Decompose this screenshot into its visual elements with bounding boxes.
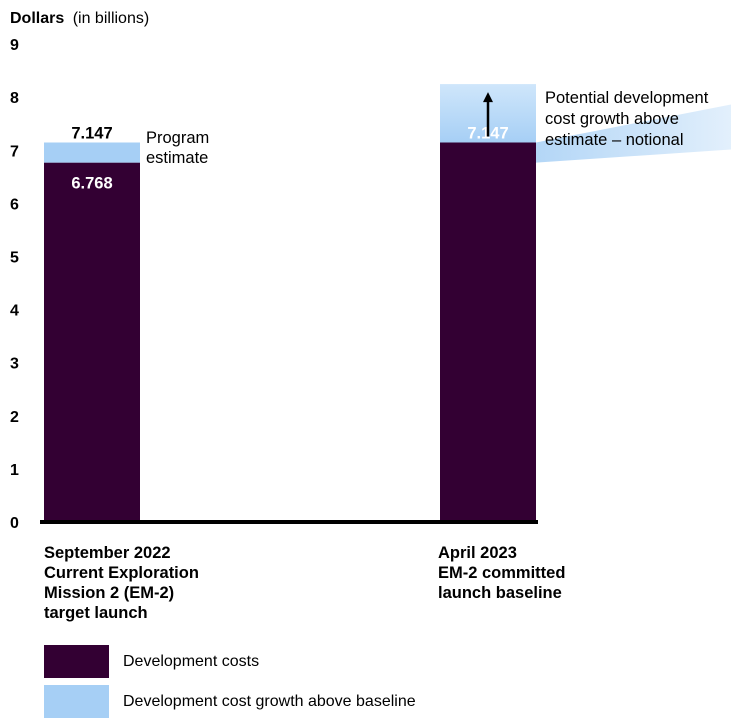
annotation-potential-growth-line-0: Potential development (545, 89, 709, 107)
y-tick-label-6: 6 (10, 196, 19, 213)
y-axis-label: Dollars (10, 10, 64, 27)
bar-development-costs-0 (44, 162, 140, 522)
y-axis-ticks: 0 1 2 3 4 5 6 7 8 9 (10, 37, 19, 532)
y-tick-label-0: 0 (10, 515, 19, 532)
category-label-line: EM-2 committed (438, 564, 566, 582)
legend-swatch-cost-growth (44, 685, 109, 718)
category-label-september-2022: September 2022 Current Exploration Mission… (44, 543, 199, 623)
legend-item-development-costs: Development costs (44, 645, 259, 678)
data-label-bar1-total: 7.147 (71, 124, 112, 142)
y-axis-unit: (in billions) (73, 10, 149, 27)
y-tick-label-2: 2 (10, 409, 19, 426)
annotation-potential-growth-line-2: estimate – notional (545, 131, 684, 149)
annotation-program-estimate-line-1: estimate (146, 149, 208, 167)
y-tick-label-7: 7 (10, 143, 19, 160)
category-label-line: Current Exploration (44, 564, 199, 582)
growth-arrow-head (483, 92, 493, 103)
annotation-potential-growth-line-1: cost growth above (545, 110, 679, 128)
data-label-bar1-base: 6.768 (71, 175, 112, 193)
bar-cost-growth-0 (44, 142, 140, 163)
y-tick-label-3: 3 (10, 356, 19, 373)
y-tick-label-5: 5 (10, 250, 19, 267)
legend-label-cost-growth: Development cost growth above baseline (123, 692, 416, 710)
category-label-line: September 2022 (44, 544, 171, 562)
y-axis-title: Dollars (in billions) (10, 10, 149, 27)
annotations: Program estimate Potential development cost… (146, 89, 731, 167)
y-tick-label-1: 1 (10, 462, 19, 479)
category-label-line: April 2023 (438, 544, 517, 562)
category-label-line: launch baseline (438, 584, 562, 602)
y-tick-label-4: 4 (10, 303, 19, 320)
bar-development-costs-1 (440, 142, 536, 522)
chart-canvas: Dollars (in billions) 0 1 2 3 4 5 6 7 8 9 6.768 7.… (10, 10, 731, 532)
y-tick-label-9: 9 (10, 37, 19, 54)
legend-swatch-development-costs (44, 645, 109, 678)
legend-label-development-costs: Development costs (123, 652, 260, 670)
legend-item-cost-growth: Development cost growth above baseline (44, 685, 416, 718)
projection-band (536, 104, 731, 163)
category-label-line: target launch (44, 604, 148, 622)
category-label-april-2023: April 2023 EM-2 committed launch baseline (438, 543, 565, 603)
y-tick-label-8: 8 (10, 90, 19, 107)
annotation-program-estimate-line-0: Program (146, 129, 209, 147)
category-label-line: Mission 2 (EM-2) (44, 584, 175, 602)
